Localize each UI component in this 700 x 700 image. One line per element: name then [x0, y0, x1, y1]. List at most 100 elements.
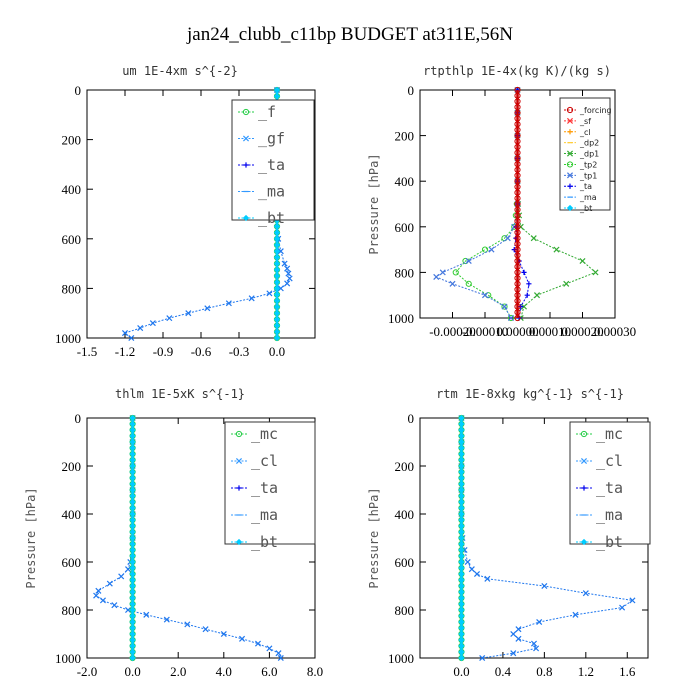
data-point	[273, 322, 281, 329]
x-tick-label: 1.2	[578, 664, 594, 679]
y-axis-label: Pressure [hPa]	[367, 487, 381, 588]
data-point	[266, 645, 273, 652]
legend-label: _cl	[251, 452, 278, 470]
data-point	[129, 474, 136, 482]
data-point	[129, 654, 136, 662]
legend-label: _mc	[251, 425, 278, 443]
data-point	[129, 486, 136, 494]
data-point	[458, 450, 465, 458]
data-point	[129, 450, 136, 458]
data-point	[129, 432, 136, 440]
data-point	[521, 269, 527, 275]
data-point	[129, 570, 136, 578]
data-point	[514, 212, 521, 219]
data-point	[514, 166, 521, 173]
legend-box	[231, 99, 315, 221]
data-point	[129, 600, 136, 608]
data-point	[458, 510, 465, 518]
chart-panel-1: um 1E-4xm s^{-2} 0 200 400 600 800 1000-1.5 -1.…	[55, 64, 316, 359]
data-point	[129, 480, 136, 488]
data-point	[277, 285, 284, 292]
data-point	[464, 558, 471, 566]
data-point	[99, 597, 106, 604]
y-tick-label: 200	[395, 459, 415, 474]
data-point	[458, 432, 465, 440]
data-point	[129, 444, 136, 452]
data-point	[530, 640, 538, 647]
data-point	[484, 575, 491, 582]
data-point	[533, 292, 541, 299]
data-point	[514, 206, 521, 213]
data-point	[514, 92, 521, 99]
legend-label: _bt	[579, 204, 592, 213]
x-tick-label: 0.0	[453, 664, 469, 679]
data-point	[129, 576, 136, 584]
data-point	[533, 645, 540, 652]
x-tick-label: -0.00010	[462, 324, 509, 339]
data-point	[93, 592, 100, 599]
data-point	[468, 566, 475, 573]
data-point	[129, 546, 136, 554]
panel-title: um 1E-4xm s^{-2}	[122, 64, 238, 78]
data-point	[129, 498, 136, 506]
data-point	[458, 564, 465, 572]
data-point	[619, 604, 626, 611]
data-point	[128, 334, 135, 342]
legend-label: _tp1	[579, 171, 597, 180]
legend-label: _cl	[596, 452, 623, 470]
data-point	[273, 303, 281, 311]
data-point	[514, 183, 521, 190]
data-point	[125, 606, 132, 614]
y-tick-label: 400	[62, 182, 82, 197]
data-point	[129, 510, 136, 518]
data-point	[239, 635, 246, 642]
data-point	[514, 257, 521, 265]
data-point	[518, 304, 524, 310]
legend-label: _tp2	[579, 160, 597, 169]
data-point	[514, 314, 521, 322]
data-point	[514, 143, 521, 151]
data-point	[129, 414, 136, 422]
data-point	[129, 438, 136, 446]
y-tick-label: 0	[408, 83, 415, 98]
data-point	[137, 325, 144, 332]
data-point	[273, 266, 281, 273]
data-point	[458, 552, 465, 560]
x-tick-label: -0.6	[191, 344, 212, 359]
data-point	[129, 462, 136, 470]
data-point	[129, 642, 136, 650]
x-tick-label: 0.00020	[561, 324, 603, 339]
data-point	[129, 426, 136, 434]
data-point	[458, 474, 465, 482]
data-point	[118, 573, 125, 580]
data-point	[514, 229, 521, 236]
data-point	[514, 195, 521, 202]
data-point	[281, 260, 288, 267]
data-point	[129, 630, 136, 638]
data-point	[458, 648, 465, 656]
x-tick-label: 0.0	[124, 664, 140, 679]
legend-marker	[566, 204, 574, 212]
data-point	[488, 246, 495, 253]
data-point	[166, 315, 173, 322]
data-point	[129, 624, 136, 632]
legend-label: _cl	[579, 128, 591, 137]
x-tick-label: 0.00010	[529, 324, 571, 339]
data-point	[458, 534, 465, 542]
data-point	[458, 654, 465, 662]
data-point	[121, 330, 129, 337]
data-point	[458, 576, 465, 584]
data-point	[184, 621, 191, 628]
data-point	[510, 650, 517, 657]
data-point	[284, 280, 291, 287]
data-point	[526, 281, 532, 287]
data-point	[458, 438, 465, 446]
data-point	[514, 155, 521, 162]
x-tick-label: 0.00030	[594, 324, 636, 339]
data-point	[254, 640, 262, 647]
data-point	[273, 291, 281, 298]
series-2	[452, 86, 521, 322]
legend-marker	[566, 150, 574, 157]
data-point	[501, 303, 508, 310]
data-point	[273, 297, 281, 304]
